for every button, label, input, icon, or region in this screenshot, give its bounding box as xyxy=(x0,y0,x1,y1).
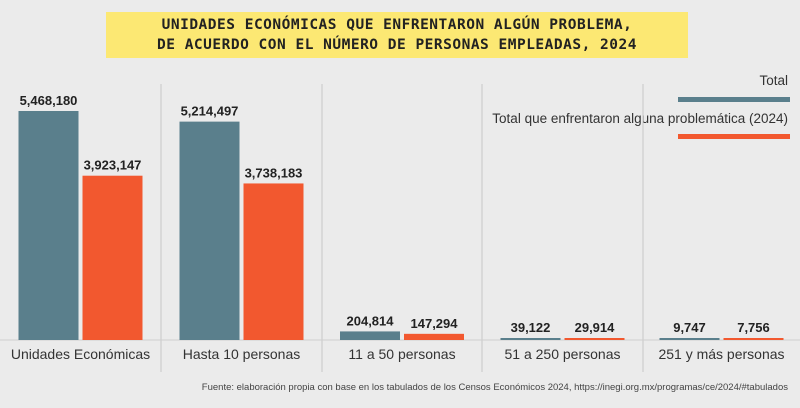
data-label: 5,214,497 xyxy=(181,104,239,119)
legend-swatch-total xyxy=(678,97,790,102)
category-label: Hasta 10 personas xyxy=(183,346,301,362)
bar xyxy=(723,338,784,340)
bar xyxy=(404,333,464,340)
data-label: 5,468,180 xyxy=(20,93,78,108)
bar xyxy=(243,183,304,340)
chart-title-box: UNIDADES ECONÓMICAS QUE ENFRENTARON ALGÚ… xyxy=(106,12,688,58)
bar xyxy=(340,331,400,340)
data-label: 204,814 xyxy=(347,313,395,328)
data-label: 3,738,183 xyxy=(245,165,303,180)
legend-label-total: Total xyxy=(759,73,788,88)
category-label: 51 a 250 personas xyxy=(505,346,621,362)
chart-title-line-2: DE ACUERDO CON EL NÚMERO DE PERSONAS EMP… xyxy=(157,37,637,53)
bar xyxy=(659,338,720,340)
category-label: Unidades Económicas xyxy=(11,346,150,362)
data-label: 3,923,147 xyxy=(84,158,142,173)
category-label: 11 a 50 personas xyxy=(348,346,455,362)
legend-swatch-problem xyxy=(678,134,790,139)
data-label: 39,122 xyxy=(511,320,551,335)
source-note: Fuente: elaboración propia con base en l… xyxy=(201,382,788,393)
bar xyxy=(18,111,79,340)
data-label: 7,756 xyxy=(737,320,770,335)
chart-title-line-1: UNIDADES ECONÓMICAS QUE ENFRENTARON ALGÚ… xyxy=(161,17,633,33)
category-label: 251 y más personas xyxy=(658,346,784,362)
bar xyxy=(564,338,625,340)
bar xyxy=(82,175,143,340)
data-label: 9,747 xyxy=(673,320,706,335)
data-label: 147,294 xyxy=(411,316,459,331)
bar xyxy=(179,121,240,340)
legend-label-problem: Total que enfrentaron alguna problemátic… xyxy=(492,111,788,126)
data-label: 29,914 xyxy=(575,320,616,335)
bar xyxy=(500,338,561,340)
